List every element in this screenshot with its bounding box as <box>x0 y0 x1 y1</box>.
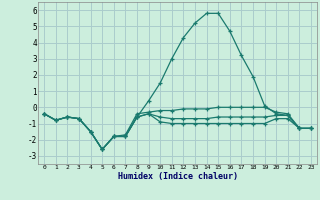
X-axis label: Humidex (Indice chaleur): Humidex (Indice chaleur) <box>118 172 238 181</box>
